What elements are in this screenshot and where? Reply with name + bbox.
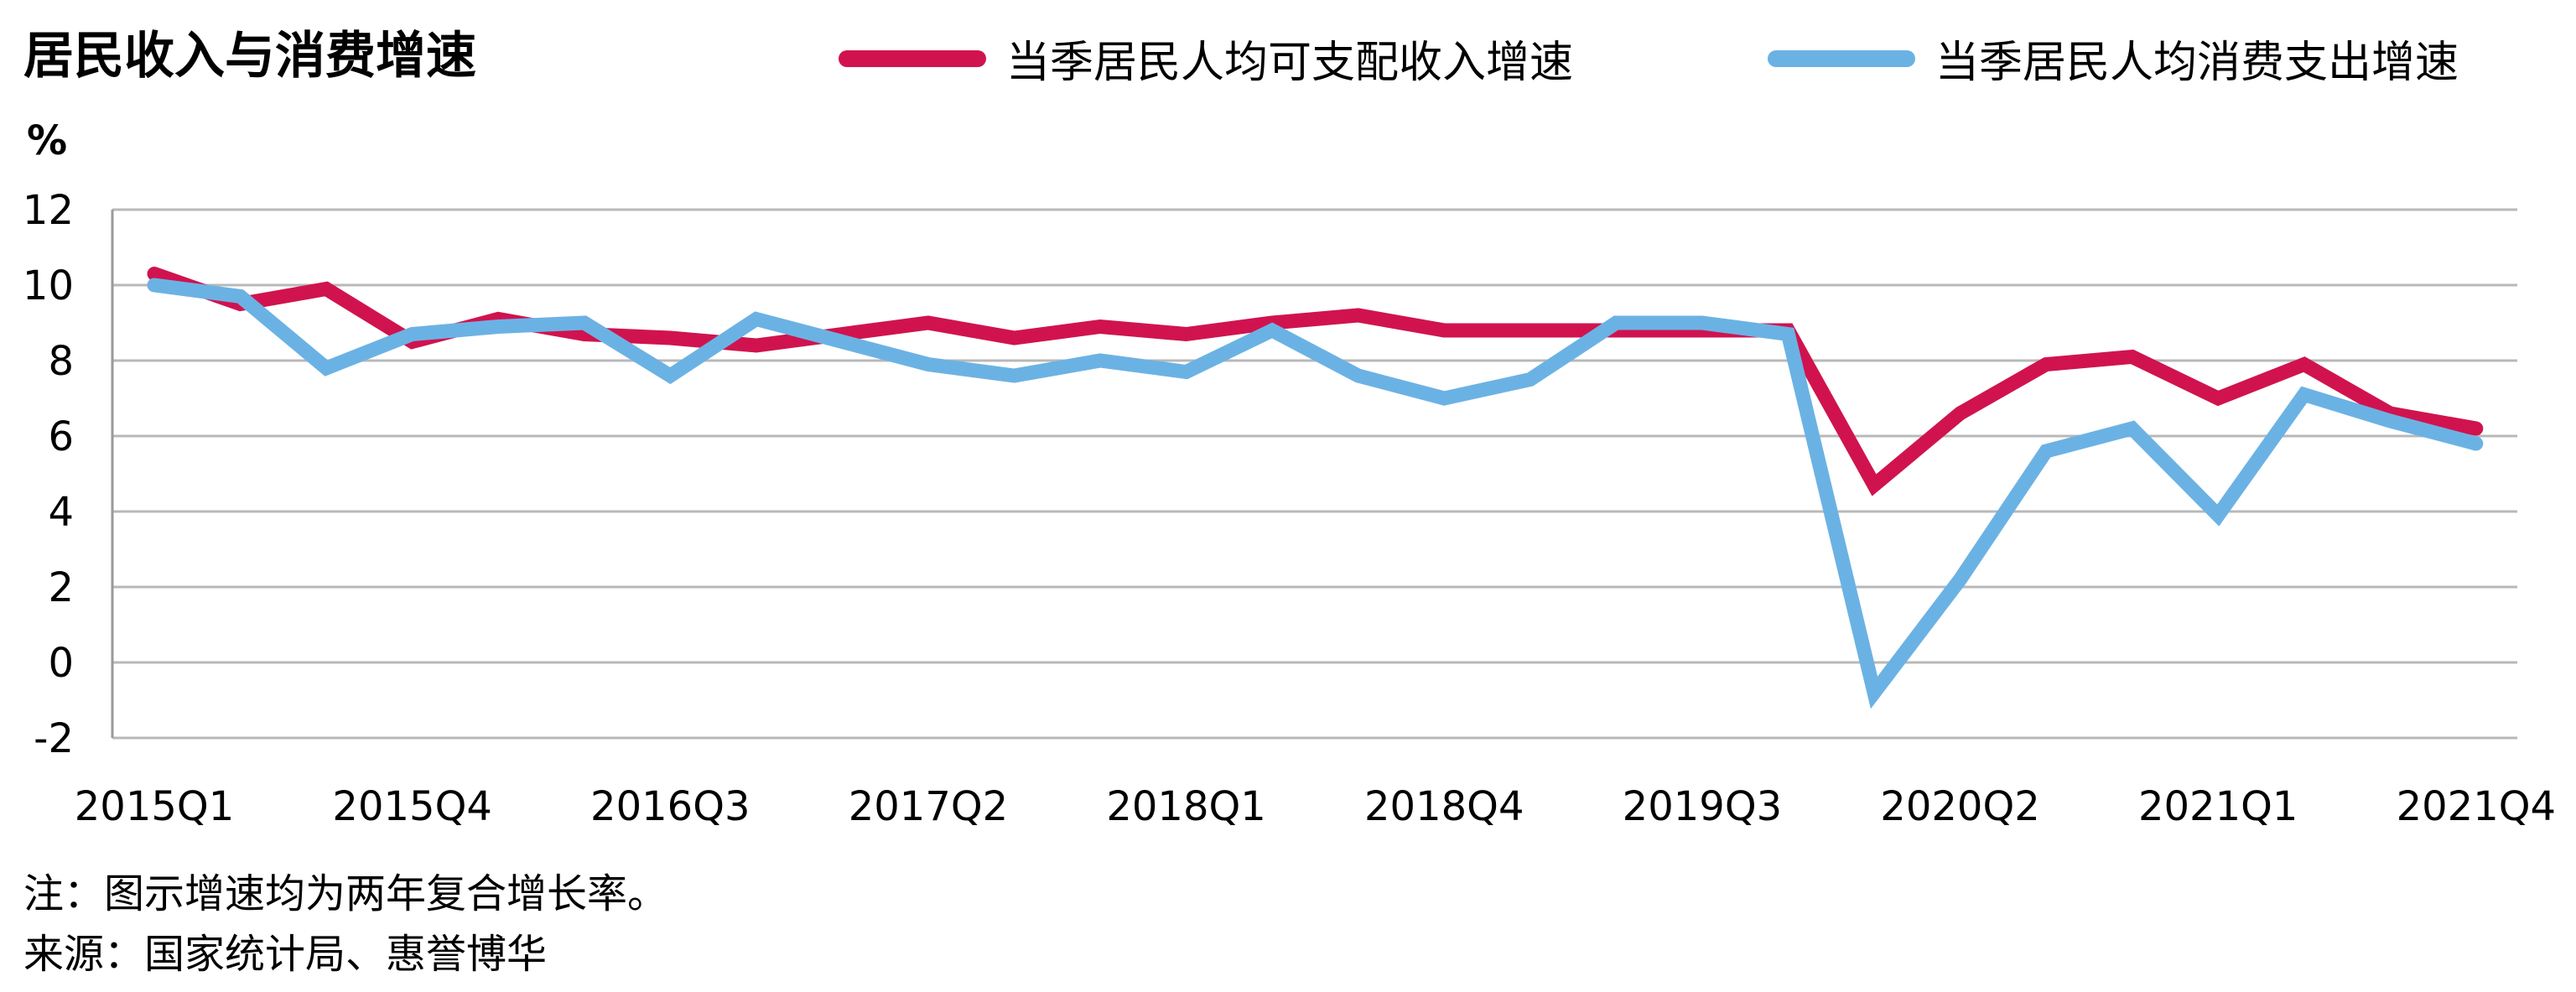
consumption-series-point (1615, 322, 1617, 324)
consumption-series-point (1271, 330, 1273, 331)
note-text: 注：图示增速均为两年复合增长率。 (23, 870, 668, 917)
source-text: 来源：国家统计局、惠誉博华 (23, 931, 548, 978)
x-tick-label: 2018Q4 (1364, 783, 1524, 830)
consumption-series-point (927, 364, 929, 365)
legend-label-consumption: 当季居民人均消费支出增速 (1935, 38, 2459, 88)
chart-title: 居民收入与消费增速 (23, 27, 476, 86)
income-series-point (1099, 326, 1101, 327)
x-tick-label: 2017Q2 (849, 783, 1008, 830)
legend-item-income: 当季居民人均可支配收入增速 (839, 27, 1573, 90)
income-series-point (1443, 330, 1445, 331)
y-tick-label: 10 (23, 262, 74, 309)
income-series-point (669, 337, 671, 339)
legend-item-consumption: 当季居民人均消费支出增速 (1768, 27, 2459, 90)
income-series-point (1701, 330, 1703, 331)
income-series-point (2045, 364, 2047, 365)
consumption-series-line (147, 278, 2484, 709)
income-series-point (2217, 397, 2219, 399)
x-tick-label: 2020Q2 (1880, 783, 2039, 830)
x-tick-label: 2021Q4 (2397, 783, 2556, 830)
y-tick-label: 8 (48, 338, 74, 385)
consumption-series-point (412, 334, 413, 335)
x-tick-label: 2015Q4 (332, 783, 491, 830)
consumption-series-point (1014, 375, 1015, 377)
consumption-series-point (2045, 450, 2047, 452)
income-series-point (153, 273, 155, 274)
consumption-series-point (1443, 397, 1445, 399)
chart-notes: 注：图示增速均为两年复合增长率。 来源：国家统计局、惠誉博华 (23, 864, 667, 984)
consumption-series-point (2217, 515, 2219, 516)
income-series-point (1186, 334, 1187, 335)
consumption-series-point (841, 341, 843, 342)
y-tick-label: 4 (48, 489, 74, 536)
consumption-series-point (669, 375, 671, 377)
x-tick-label: 2021Q1 (2138, 783, 2298, 830)
y-tick-label: 12 (23, 187, 74, 234)
income-series-line (147, 267, 2484, 496)
consumption-series-point (497, 326, 499, 327)
x-tick-label: 2018Q1 (1106, 783, 1265, 830)
income-series-point (2303, 364, 2305, 365)
y-axis-unit: % (27, 117, 68, 164)
consumption-series-point (1186, 371, 1187, 372)
consumption-series-point (2303, 394, 2305, 395)
income-series-point (927, 322, 929, 324)
income-series-point (1960, 413, 1961, 414)
consumption-series-point (153, 284, 155, 286)
consumption-series-point (2389, 420, 2391, 422)
y-tick-label: -2 (34, 715, 74, 762)
income-series-point (325, 288, 327, 289)
x-tick-label: 2016Q3 (590, 783, 750, 830)
x-tick-label: 2015Q1 (75, 783, 234, 830)
consumption-series-point (1787, 334, 1789, 335)
consumption-series-point (325, 367, 327, 369)
y-tick-label: 0 (48, 640, 74, 687)
y-tick-label: 6 (48, 413, 74, 460)
consumption-series-point (1701, 322, 1703, 324)
income-series-point (1014, 337, 1015, 339)
legend-label-income: 当季居民人均可支配收入增速 (1006, 38, 1574, 88)
income-series-point (1873, 485, 1875, 486)
consumption-series-point (240, 296, 242, 297)
legend-swatch-consumption (1768, 49, 1915, 67)
consumption-series-point (1960, 579, 1961, 580)
y-tick-label: 2 (48, 564, 74, 611)
x-tick-label: 2019Q3 (1623, 783, 1782, 830)
income-series-point (2475, 428, 2477, 429)
legend-swatch-income (839, 49, 986, 67)
